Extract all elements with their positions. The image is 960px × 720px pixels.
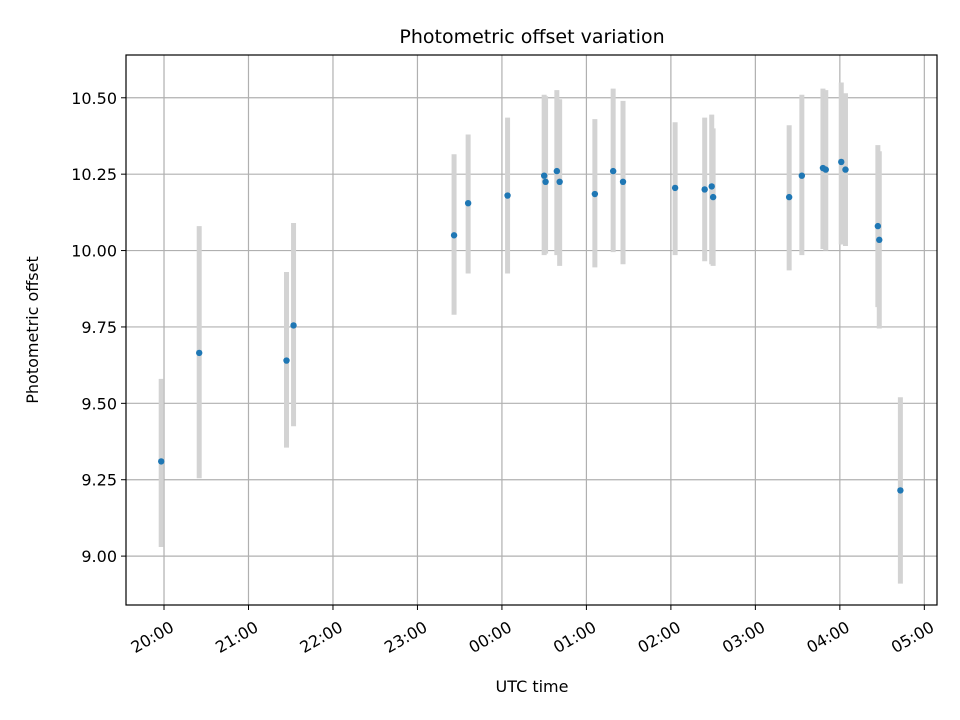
data-point bbox=[785, 193, 793, 201]
data-point bbox=[542, 178, 549, 186]
data-point bbox=[897, 487, 904, 494]
x-axis-label: UTC time bbox=[496, 677, 569, 696]
x-axis-ticks: 20:00 21:00 22:00 23:00 00:00 01:00 02:00 03:00… bbox=[128, 605, 937, 657]
data-point bbox=[671, 184, 679, 192]
x-tick-label: 04:00 bbox=[803, 617, 852, 657]
data-points bbox=[157, 158, 904, 494]
grid-lines bbox=[126, 55, 937, 605]
plot-frame bbox=[125, 54, 938, 606]
y-tick-label: 10.25 bbox=[71, 165, 117, 184]
y-axis-ticks: 9.00 9.25 9.50 9.75 10.00 10.25 10.50 bbox=[71, 89, 126, 566]
data-point bbox=[798, 172, 806, 179]
data-point bbox=[464, 199, 472, 207]
data-point bbox=[290, 322, 297, 329]
data-point bbox=[838, 158, 845, 166]
y-tick-label: 10.50 bbox=[71, 89, 117, 108]
x-tick-label: 22:00 bbox=[297, 617, 346, 657]
data-point bbox=[196, 349, 203, 357]
data-point bbox=[609, 167, 617, 175]
y-tick-label: 9.50 bbox=[81, 394, 117, 413]
data-point bbox=[553, 167, 561, 175]
x-tick-label: 05:00 bbox=[888, 617, 937, 657]
y-tick-label: 9.75 bbox=[81, 318, 117, 337]
x-tick-label: 03:00 bbox=[719, 617, 768, 657]
x-tick-label: 00:00 bbox=[466, 617, 515, 657]
x-tick-label: 01:00 bbox=[550, 617, 599, 657]
data-point bbox=[619, 178, 627, 186]
y-tick-label: 9.25 bbox=[81, 471, 117, 490]
error-bars bbox=[158, 82, 903, 584]
data-point bbox=[504, 192, 511, 199]
x-tick-label: 02:00 bbox=[634, 617, 683, 657]
chart-title: Photometric offset variation bbox=[399, 26, 664, 48]
data-point bbox=[874, 222, 882, 230]
data-point bbox=[708, 183, 715, 190]
data-point bbox=[450, 232, 458, 239]
x-tick-label: 23:00 bbox=[381, 617, 430, 657]
data-point bbox=[591, 190, 599, 198]
x-tick-label: 21:00 bbox=[212, 617, 261, 657]
data-point bbox=[540, 172, 548, 179]
data-point bbox=[876, 236, 883, 244]
y-tick-label: 9.00 bbox=[81, 547, 117, 566]
data-point bbox=[842, 166, 849, 173]
data-point bbox=[701, 186, 708, 193]
data-point bbox=[822, 166, 829, 173]
y-tick-label: 10.00 bbox=[71, 242, 117, 261]
data-point bbox=[157, 458, 165, 465]
y-axis-label: Photometric offset bbox=[23, 256, 42, 404]
data-point bbox=[556, 178, 563, 186]
data-point bbox=[709, 193, 717, 201]
data-point bbox=[283, 357, 290, 364]
x-tick-label: 20:00 bbox=[128, 617, 177, 657]
